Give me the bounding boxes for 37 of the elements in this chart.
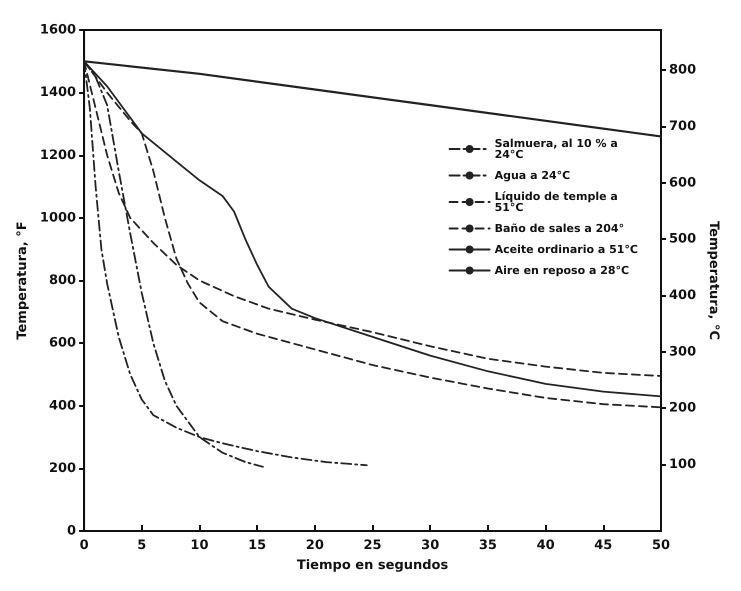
x-tick-label: 10 xyxy=(190,538,209,553)
y-tick-label: 1400 xyxy=(40,85,76,100)
y2-axis-title: Temperatura, °C xyxy=(706,221,722,340)
y-tick-label: 0 xyxy=(67,524,76,538)
legend-label: Aire en reposo a 28°C xyxy=(494,264,630,277)
x-tick-label: 45 xyxy=(594,538,612,553)
x-tick-label: 5 xyxy=(137,538,146,553)
y-tick-label: 1200 xyxy=(40,148,76,163)
x-tick-label: 35 xyxy=(478,538,497,553)
legend-label: Salmuera, al 10 % a 24°C xyxy=(494,137,622,161)
y-tick-label: 600 xyxy=(48,336,76,351)
y2-tick-label: 500 xyxy=(669,232,696,247)
y2-tick-label: 300 xyxy=(669,344,696,360)
x-tick-label: 30 xyxy=(421,538,440,553)
x-tick-label: 0 xyxy=(80,538,89,553)
x-tick-label: 40 xyxy=(536,538,555,553)
x-tick-label: 50 xyxy=(652,538,670,553)
x-tick-label: 25 xyxy=(363,538,382,553)
x-tick-label: 20 xyxy=(306,538,324,553)
y-axis-title: Temperatura, °F xyxy=(15,221,30,340)
y2-tick-label: 800 xyxy=(669,62,696,78)
y-tick-label: 400 xyxy=(48,398,76,414)
y2-tick-label: 200 xyxy=(669,400,696,416)
y-tick-label: 1000 xyxy=(40,210,76,226)
y2-tick-label: 600 xyxy=(669,175,696,190)
y2-tick-label: 700 xyxy=(669,118,696,134)
x-axis-title: Tiempo en segundos xyxy=(296,558,448,573)
y2-tick-label: 400 xyxy=(669,288,696,304)
legend-label: Aceite ordinario a 51°C xyxy=(494,243,638,256)
y-tick-label: 800 xyxy=(48,273,76,288)
y-tick-label: 1600 xyxy=(40,22,76,38)
y2-tick-label: 100 xyxy=(669,457,696,472)
legend-label: Agua a 24°C xyxy=(494,169,570,182)
x-tick-label: 15 xyxy=(248,538,266,553)
y-tick-label: 200 xyxy=(48,460,76,476)
legend-label: Líquido de temple a 51°C xyxy=(494,190,622,214)
legend-label: Baño de sales a 204° xyxy=(494,222,624,235)
